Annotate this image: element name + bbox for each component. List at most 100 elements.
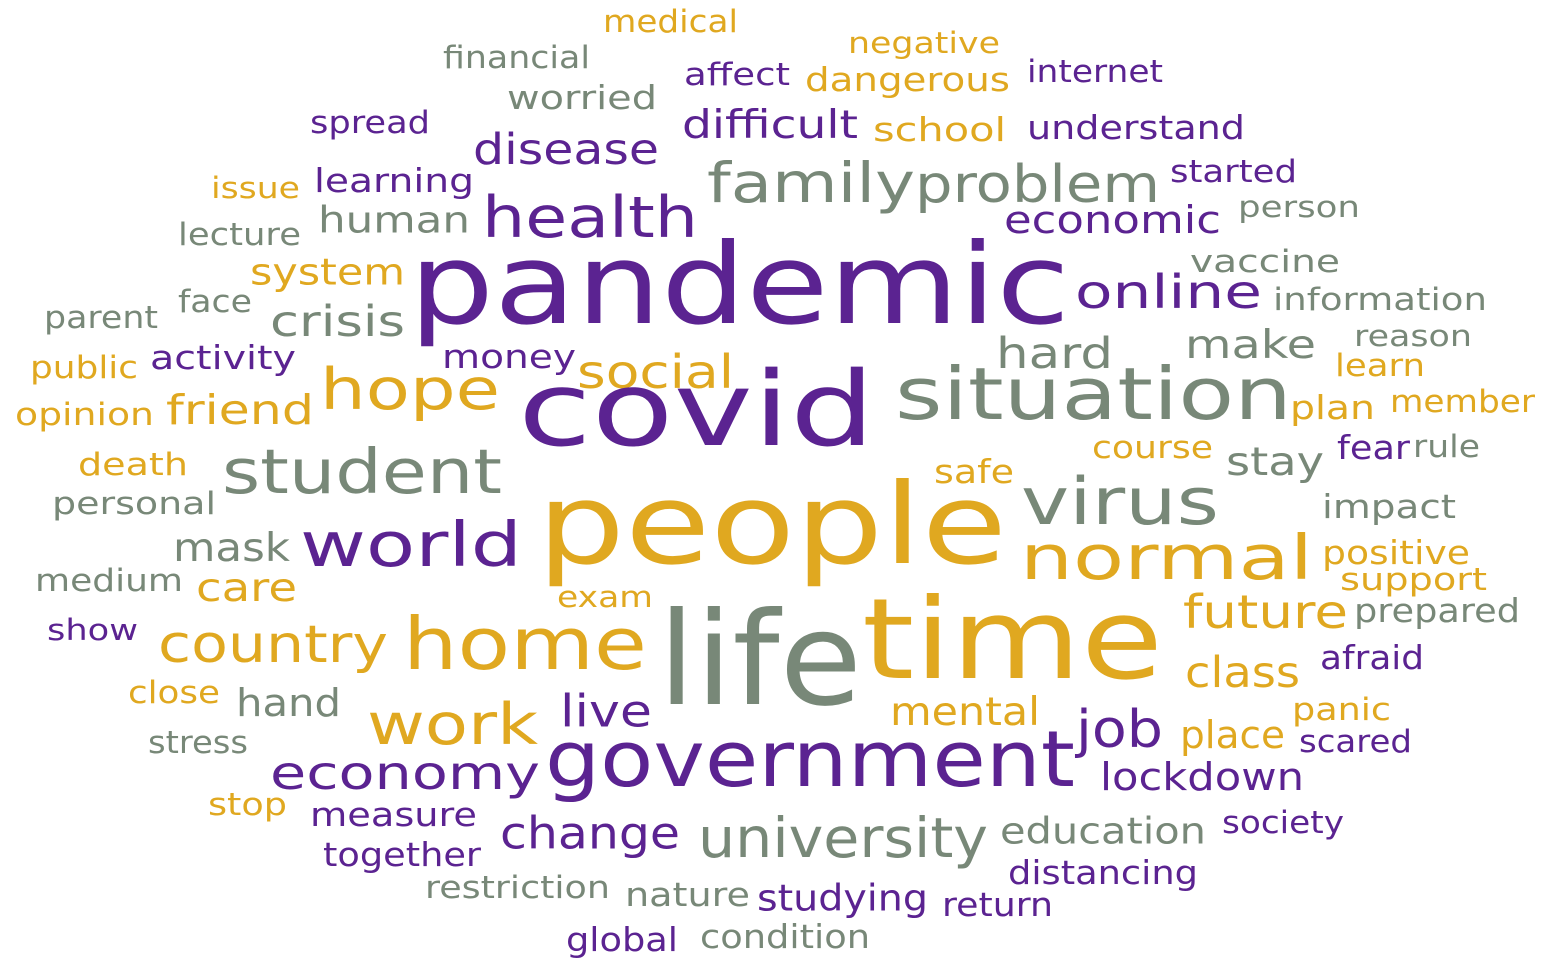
word: system (250, 251, 405, 294)
word: friend (166, 386, 314, 434)
word: family (707, 151, 915, 215)
word: school (873, 111, 1006, 149)
word: public (30, 350, 138, 386)
word: covid (518, 350, 875, 470)
word: nature (625, 876, 750, 914)
word: studying (757, 877, 928, 920)
word: money (442, 338, 576, 376)
word: social (577, 345, 734, 399)
word: course (1092, 430, 1213, 466)
word: disease (473, 125, 659, 175)
word: situation (895, 353, 1292, 437)
word: online (1075, 265, 1262, 319)
word: reason (1354, 319, 1472, 353)
word: time (862, 575, 1163, 705)
word: hand (236, 681, 341, 725)
word: impact (1322, 488, 1456, 526)
word: job (1075, 700, 1163, 760)
word: measure (310, 796, 477, 834)
word: change (500, 807, 680, 860)
word: life (658, 585, 862, 735)
word: place (1180, 713, 1285, 757)
word: together (323, 836, 482, 874)
word: information (1273, 282, 1487, 318)
word: class (1185, 648, 1300, 698)
word: normal (1020, 522, 1313, 594)
word: personal (52, 486, 216, 522)
word: issue (211, 171, 300, 205)
word: lockdown (1100, 755, 1304, 799)
word: face (178, 284, 252, 320)
word: prepared (1354, 592, 1520, 630)
word: negative (848, 26, 1000, 60)
word: person (1238, 190, 1360, 224)
word: panic (1292, 692, 1391, 728)
word: rule (1413, 429, 1480, 465)
word: world (300, 509, 522, 581)
word: stop (208, 787, 287, 823)
word: financial (443, 40, 590, 76)
word: live (560, 685, 652, 738)
word: spread (310, 105, 430, 141)
word: understand (1027, 109, 1245, 147)
word: care (196, 565, 297, 611)
word: hope (320, 357, 500, 423)
word: worried (507, 79, 657, 117)
word: work (367, 692, 538, 758)
word: mask (173, 525, 290, 571)
word: started (1170, 154, 1297, 190)
word: future (1183, 585, 1348, 639)
word: society (1222, 805, 1344, 841)
word: home (403, 603, 647, 687)
word: student (222, 436, 502, 508)
word: internet (1027, 54, 1163, 90)
word: exam (557, 580, 653, 614)
word: economy (270, 746, 540, 800)
word: education (1000, 810, 1206, 853)
word: opinion (15, 397, 154, 433)
word: virus (1021, 464, 1219, 540)
word: scared (1299, 724, 1412, 760)
word: government (545, 715, 1075, 805)
word: return (942, 886, 1053, 924)
word: activity (150, 339, 296, 377)
word: afraid (1320, 639, 1424, 677)
word: make (1185, 322, 1316, 368)
word: member (1390, 384, 1535, 420)
word: lecture (178, 217, 301, 253)
word: medium (35, 563, 183, 599)
word: mental (890, 689, 1040, 735)
word: safe (934, 453, 1014, 491)
word: stay (1226, 439, 1324, 485)
word: economic (1004, 198, 1221, 242)
word: hard (996, 329, 1113, 379)
word: difficult (682, 102, 858, 148)
word: human (318, 199, 470, 242)
word: learning (314, 162, 474, 200)
word: affect (684, 57, 790, 93)
word: positive (1322, 534, 1470, 572)
word: vaccine (1190, 244, 1340, 280)
word: plan (1290, 389, 1375, 427)
word: condition (700, 918, 870, 956)
word: health (482, 185, 698, 251)
word: stress (148, 725, 248, 761)
word: restriction (425, 870, 610, 906)
word: pandemic (409, 220, 1070, 350)
word: university (698, 806, 988, 870)
word: parent (44, 300, 158, 336)
word: support (1340, 562, 1487, 598)
word: problem (915, 155, 1160, 215)
word: close (128, 675, 220, 711)
word: distancing (1008, 854, 1198, 892)
word: death (78, 447, 188, 483)
word: fear (1337, 429, 1411, 467)
word: learn (1335, 348, 1425, 384)
word: people (537, 460, 1007, 590)
word: country (158, 615, 388, 675)
word: global (566, 921, 678, 959)
word: show (47, 613, 138, 647)
word: dangerous (805, 61, 1010, 99)
word: crisis (270, 297, 405, 347)
